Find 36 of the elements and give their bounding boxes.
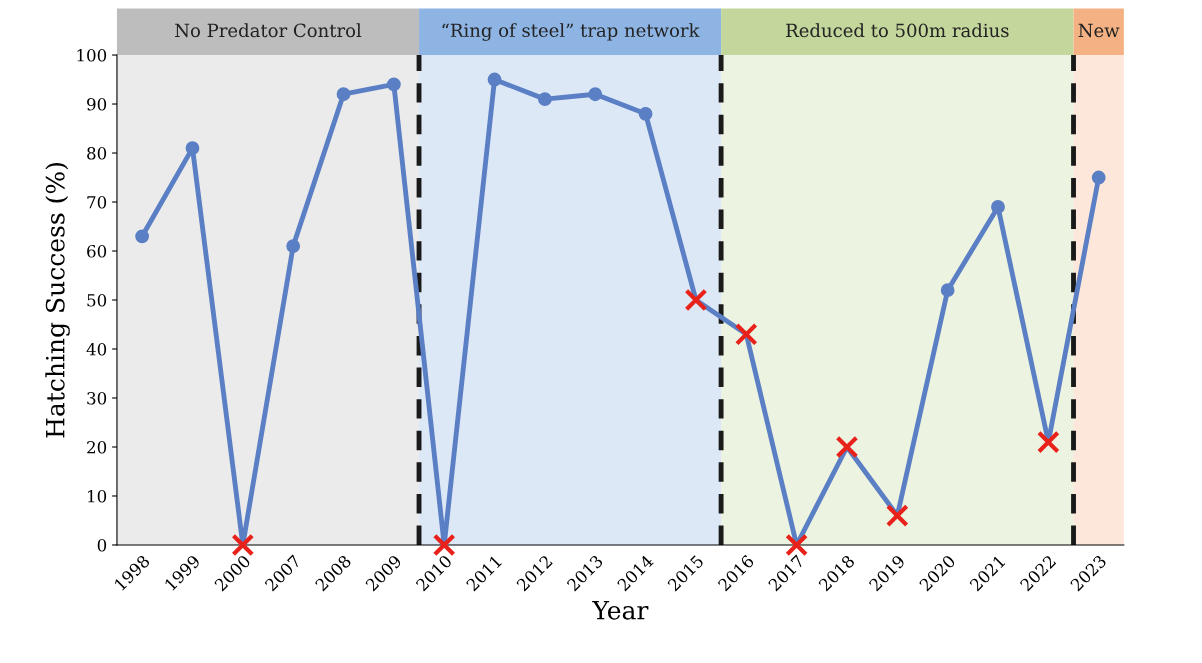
point	[1091, 170, 1106, 185]
point	[487, 72, 502, 87]
point	[432, 533, 456, 557]
point	[684, 288, 708, 312]
point	[588, 87, 603, 102]
point	[1036, 430, 1060, 454]
y-tick-label: 40	[86, 342, 107, 356]
y-tick-label: 90	[87, 97, 107, 111]
y-tick-label: 100	[77, 48, 107, 62]
y-tick-label: 30	[87, 391, 107, 405]
point	[638, 106, 653, 121]
point	[286, 239, 301, 254]
y-tick-label: 10	[88, 489, 107, 503]
point	[835, 435, 859, 459]
point	[734, 322, 758, 346]
point	[991, 200, 1005, 214]
y-tick-label: 60	[87, 244, 107, 258]
y-axis-title: Hatching Success (%)	[45, 163, 70, 438]
point	[135, 229, 150, 244]
band-label: Reduced to 500m radius	[786, 23, 1009, 38]
band-label: No Predator Control	[175, 23, 362, 38]
y-tick-label: 50	[87, 293, 107, 307]
point	[386, 77, 401, 92]
point	[885, 504, 909, 527]
y-tick-label: 80	[87, 146, 107, 160]
y-tick-label: 20	[87, 440, 107, 454]
y-tick-label: 70	[87, 195, 107, 209]
point	[537, 92, 552, 107]
point	[231, 533, 255, 557]
x-axis-title: Year	[592, 601, 649, 620]
point	[336, 87, 351, 102]
band-label: “Ring of steel” trap network	[442, 23, 700, 41]
y-tick-label: 0	[97, 538, 107, 552]
band-label: New	[1078, 23, 1120, 38]
point	[940, 283, 955, 298]
point	[185, 141, 200, 156]
